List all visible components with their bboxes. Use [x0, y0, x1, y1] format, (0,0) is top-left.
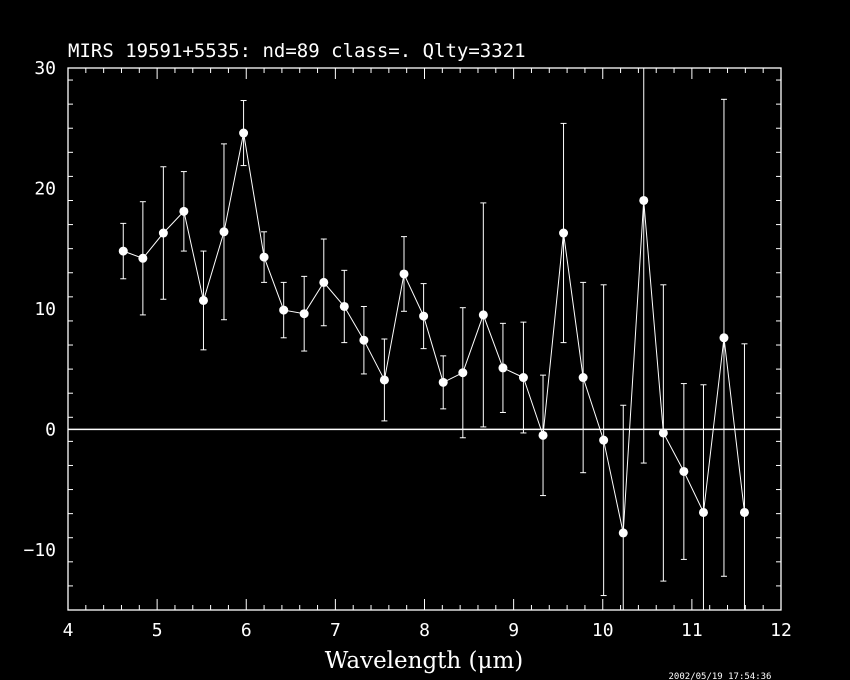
- data-point: [518, 373, 528, 383]
- data-point: [679, 466, 689, 476]
- timestamp: 2002/05/19 17:54:36: [669, 672, 772, 680]
- data-point: [498, 363, 508, 373]
- data-point: [279, 305, 289, 315]
- data-point: [379, 375, 389, 385]
- x-tick-label: 7: [330, 620, 341, 641]
- data-point: [599, 435, 609, 445]
- data-point: [538, 430, 548, 440]
- data-point: [658, 428, 668, 438]
- plot-frame: [67, 67, 782, 611]
- y-tick-label: 30: [34, 58, 56, 79]
- data-point: [198, 295, 208, 305]
- y-tick-label: 10: [34, 299, 56, 320]
- data-point: [419, 311, 429, 321]
- x-tick-label: 8: [419, 620, 430, 641]
- x-tick-label: 5: [152, 620, 163, 641]
- x-tick-label: 10: [592, 620, 614, 641]
- data-point: [259, 252, 269, 262]
- data-point: [299, 309, 309, 319]
- data-point: [739, 507, 749, 517]
- x-tick-label: 4: [63, 620, 74, 641]
- data-point: [458, 368, 468, 378]
- data-point: [219, 227, 229, 237]
- data-point: [438, 377, 448, 387]
- series-line: [123, 132, 745, 534]
- data-point: [319, 277, 329, 287]
- data-point: [399, 269, 409, 279]
- data-point: [158, 228, 168, 238]
- data-point: [138, 253, 148, 263]
- error-bars: [120, 68, 748, 610]
- data-point: [618, 528, 628, 538]
- data-point: [239, 128, 249, 138]
- data-point: [578, 373, 588, 383]
- tick-labels: 4 5 6 7 8 9 10 11 12 −10 0 10 20 30: [23, 58, 791, 641]
- y-tick-label: −10: [23, 540, 56, 561]
- x-axis-label: Wavelength (μm): [325, 648, 524, 674]
- x-tick-label: 12: [770, 620, 792, 641]
- data-point: [339, 301, 349, 311]
- data-point: [179, 206, 189, 216]
- data-point: [719, 333, 729, 343]
- x-tick-label: 9: [508, 620, 519, 641]
- data-points: [118, 128, 749, 538]
- chart-title: MIRS 19591+5535: nd=89 class=. Qlty=3321: [68, 40, 526, 62]
- x-tick-label: 11: [681, 620, 703, 641]
- x-tick-label: 6: [241, 620, 252, 641]
- data-point: [118, 246, 128, 256]
- data-point: [359, 335, 369, 345]
- axis-ticks: [67, 68, 782, 611]
- data-point: [478, 310, 488, 320]
- data-point: [639, 195, 649, 205]
- y-tick-label: 20: [34, 178, 56, 199]
- data-point: [698, 507, 708, 517]
- data-point: [559, 228, 569, 238]
- y-tick-label: 0: [45, 419, 56, 440]
